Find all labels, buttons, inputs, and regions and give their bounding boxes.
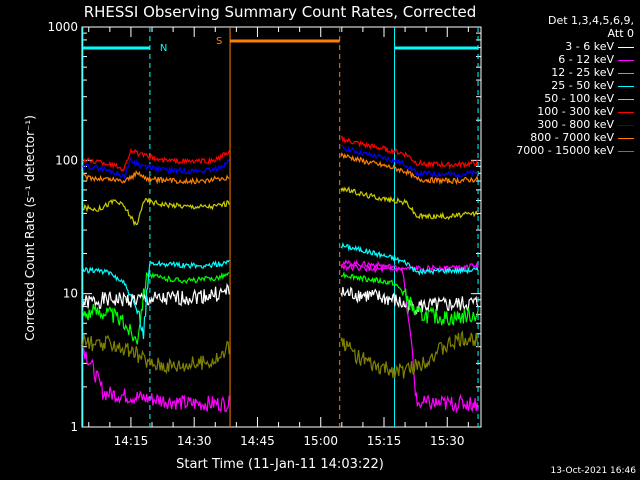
series-line-1 [340,259,479,414]
x-tick-label: 14:30 [177,434,212,448]
y-tick-label: 1 [70,420,78,434]
legend-entry: 300 - 800 keV [516,118,634,131]
series-line-0 [340,286,479,316]
legend-header-line-1: Det 1,3,4,5,6,9, [547,14,634,27]
legend-label: 300 - 800 keV [537,118,614,131]
legend-entry: 6 - 12 keV [516,53,634,66]
series-line-0 [82,282,230,310]
legend-swatch [618,72,634,74]
series-line-4 [82,197,230,227]
legend-entry: 100 - 300 keV [516,105,634,118]
legend-swatch [618,98,634,100]
legend-label: 100 - 300 keV [537,105,614,118]
x-tick-label: 15:30 [430,434,465,448]
series-line-3 [82,259,230,340]
legend-entry: 12 - 25 keV [516,66,634,79]
legend-header-line-2: Att 0 [607,27,634,40]
legend-swatch [618,150,634,152]
series-line-6 [340,144,479,179]
legend-label: 25 - 50 keV [551,79,614,92]
legend-entry: 25 - 50 keV [516,79,634,92]
generation-timestamp: 13-Oct-2021 16:46 [550,466,636,476]
x-tick-label: 15:00 [303,434,338,448]
legend-entry: 7000 - 15000 keV [516,144,634,157]
series-line-6 [82,157,230,180]
series-line-3 [340,241,479,277]
y-axis-label: Corrected Count Rate (s⁻¹ detector⁻¹) [23,115,37,341]
series-line-8 [340,330,479,379]
legend: Det 1,3,4,5,6,9, Att 0 3 - 6 keV 6 - 12 k… [516,14,634,157]
legend-label: 50 - 100 keV [544,92,614,105]
legend-label: 12 - 25 keV [551,66,614,79]
series-line-7 [340,152,479,186]
series-line-5 [340,135,479,170]
legend-swatch [618,59,634,61]
legend-entry: 50 - 100 keV [516,92,634,105]
plot-marks: NS [82,27,479,427]
legend-swatch [618,124,634,126]
series-line-8 [82,334,230,375]
legend-entry: 3 - 6 keV [516,40,634,53]
legend-swatch [618,137,634,139]
x-tick-label: 14:15 [114,434,149,448]
y-tick-label: 1000 [47,20,78,34]
legend-label: 3 - 6 keV [565,40,614,53]
series-line-1 [82,346,230,414]
legend-label: 6 - 12 keV [558,53,614,66]
x-tick-label: 15:15 [367,434,402,448]
series-line-4 [340,186,479,221]
series-line-2 [340,271,479,326]
saa-label: S [216,36,222,47]
legend-swatch [618,111,634,113]
legend-swatch [618,46,634,48]
legend-swatch [618,85,634,87]
y-tick-label: 10 [63,287,78,301]
series-line-2 [82,271,230,345]
series-lines [82,135,479,414]
legend-label: 7000 - 15000 keV [516,144,614,157]
y-axis: 1 10 100 1000 [47,20,481,434]
legend-entry: 800 - 7000 keV [516,131,634,144]
series-line-7 [82,170,230,185]
x-axis-label: Start Time (11-Jan-11 14:03:22) [176,457,384,472]
x-tick-label: 14:45 [240,434,275,448]
legend-label: 800 - 7000 keV [530,131,614,144]
x-axis: 14:15 14:30 14:45 15:00 15:15 15:30 [88,27,469,448]
night-label: N [160,43,167,54]
legend-rows: 3 - 6 keV 6 - 12 keV 12 - 25 keV 25 - 50 ke… [516,40,634,157]
chart-title: RHESSI Observing Summary Count Rates, Co… [84,3,477,21]
plot-frame [81,26,482,428]
series-line-5 [82,147,230,172]
y-tick-label: 100 [55,153,78,167]
